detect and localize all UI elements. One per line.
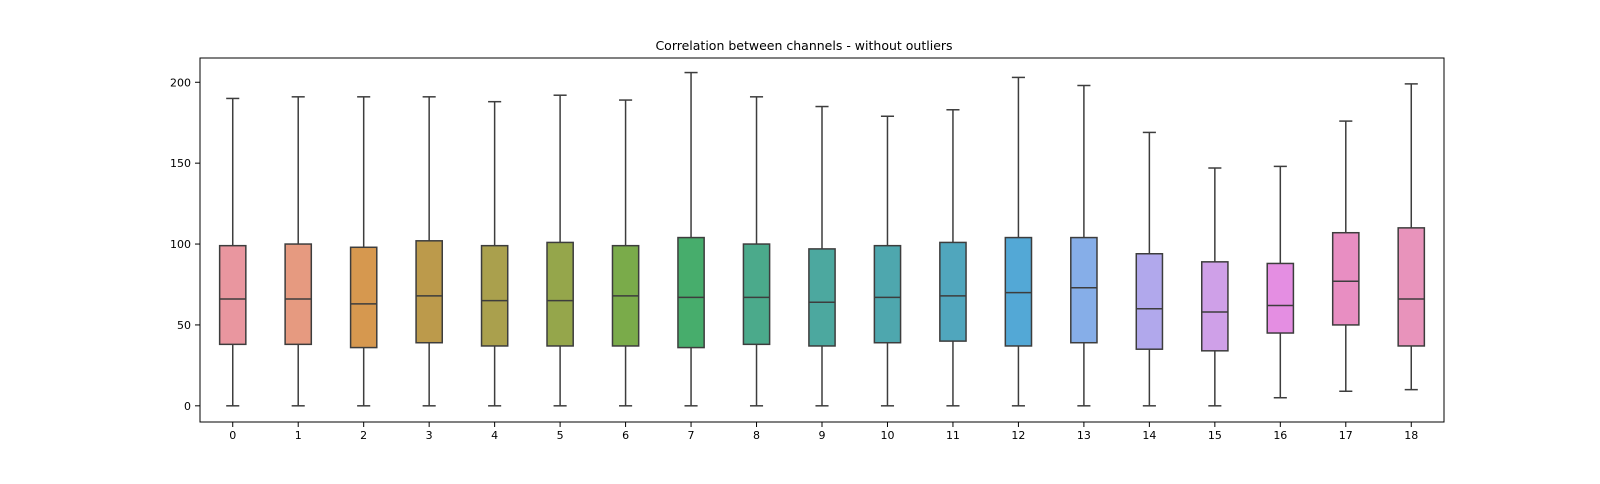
x-tick-label: 14 xyxy=(1142,429,1156,442)
box-1 xyxy=(284,96,313,407)
y-tick-label: 100 xyxy=(170,238,191,251)
box-8 xyxy=(742,96,771,407)
box-13 xyxy=(1070,84,1098,407)
plot-frame xyxy=(199,57,1445,423)
box-15 xyxy=(1200,167,1229,407)
x-tick-label: 15 xyxy=(1208,429,1222,442)
x-tick-label: 0 xyxy=(229,429,236,442)
box-body xyxy=(873,244,902,344)
box-body xyxy=(546,241,574,347)
y-axis: 0 50 100 150 200 xyxy=(170,76,200,413)
box-body xyxy=(284,243,313,346)
box-11 xyxy=(939,109,967,407)
x-tick-label: 18 xyxy=(1404,429,1418,442)
box-body xyxy=(480,244,509,347)
x-tick-label: 16 xyxy=(1273,429,1287,442)
x-tick-label: 17 xyxy=(1339,429,1353,442)
box-body xyxy=(1397,227,1426,347)
boxes-layer xyxy=(218,71,1426,407)
box-3 xyxy=(415,96,444,407)
box-body xyxy=(218,244,247,346)
x-tick-label: 5 xyxy=(557,429,564,442)
box-body xyxy=(808,248,836,347)
x-tick-label: 7 xyxy=(688,429,695,442)
box-7 xyxy=(677,71,705,407)
box-5 xyxy=(546,94,574,407)
box-body xyxy=(1004,236,1033,347)
y-tick-label: 150 xyxy=(170,157,191,170)
x-tick-label: 10 xyxy=(880,429,894,442)
box-9 xyxy=(808,105,836,407)
box-body xyxy=(349,246,378,349)
box-4 xyxy=(480,100,509,407)
box-6 xyxy=(611,99,640,407)
x-tick-label: 13 xyxy=(1077,429,1091,442)
x-tick-label: 6 xyxy=(622,429,629,442)
y-tick-label: 0 xyxy=(184,400,191,413)
box-12 xyxy=(1004,76,1033,407)
x-tick-label: 4 xyxy=(491,429,498,442)
x-axis: 0 1 2 3 4 5 6 7 8 9 10 11 12 13 14 15 16 17 18 xyxy=(229,422,1418,442)
box-2 xyxy=(349,96,378,407)
x-tick-label: 2 xyxy=(360,429,367,442)
box-10 xyxy=(873,115,902,407)
y-tick-label: 50 xyxy=(177,319,191,332)
box-body xyxy=(415,240,444,344)
box-17 xyxy=(1331,120,1360,393)
x-tick-label: 3 xyxy=(426,429,433,442)
box-14 xyxy=(1135,131,1164,407)
y-tick-label: 200 xyxy=(170,76,191,89)
box-body xyxy=(1135,253,1164,350)
x-tick-label: 1 xyxy=(295,429,302,442)
box-body xyxy=(1200,261,1229,352)
box-body xyxy=(1070,236,1098,344)
chart-title: Correlation between channels - without o… xyxy=(655,38,952,53)
box-16 xyxy=(1266,165,1295,399)
x-tick-label: 8 xyxy=(753,429,760,442)
box-18 xyxy=(1397,83,1426,391)
x-tick-label: 9 xyxy=(819,429,826,442)
box-body xyxy=(742,243,771,346)
x-tick-label: 11 xyxy=(946,429,960,442)
box-body xyxy=(677,236,705,349)
box-body xyxy=(939,241,967,342)
box-body xyxy=(1266,262,1295,334)
box-body xyxy=(1331,231,1360,326)
box-0 xyxy=(218,97,247,407)
x-tick-label: 12 xyxy=(1011,429,1025,442)
